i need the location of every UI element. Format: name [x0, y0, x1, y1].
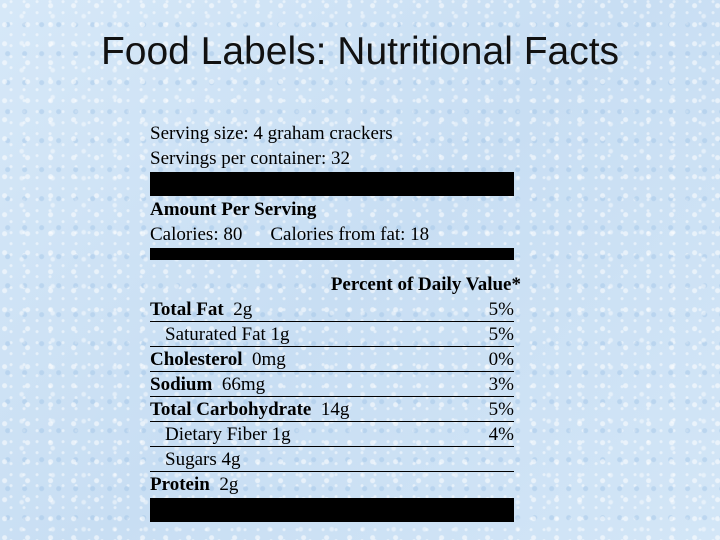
- nutrient-name: Cholesterol: [150, 349, 243, 370]
- nutrient-percent: 0%: [488, 349, 514, 370]
- nutrient-percent: 5%: [488, 399, 514, 420]
- calories: Calories: 80: [150, 224, 243, 245]
- nutrient-row-cholesterol: Cholesterol 0mg 0%: [150, 347, 514, 372]
- nutrient-row-dietary-fiber: Dietary Fiber 1g 4%: [150, 422, 514, 447]
- slide-title: Food Labels: Nutritional Facts: [100, 30, 620, 73]
- nutrient-amount: 14g: [320, 399, 350, 420]
- nutrient-amount: 0mg: [252, 349, 286, 370]
- nutrient-name: Total Carbohydrate: [150, 399, 312, 420]
- nutrient-name: Total Fat: [150, 299, 224, 320]
- nutrient-amount: Saturated Fat 1g: [165, 324, 290, 345]
- nutrient-name: Protein: [150, 474, 210, 495]
- nutrient-percent: 5%: [488, 299, 514, 320]
- nutrient-row-sodium: Sodium 66mg 3%: [150, 372, 514, 397]
- nutrient-amount: 2g: [219, 474, 239, 495]
- nutrient-amount: Dietary Fiber 1g: [165, 424, 291, 445]
- nutrient-row-protein: Protein 2g: [150, 472, 514, 497]
- nutrient-percent: 4%: [488, 424, 514, 445]
- nutrient-row-sugars: Sugars 4g: [150, 447, 514, 472]
- nutrient-amount: 66mg: [221, 374, 266, 395]
- thick-divider: [150, 248, 514, 260]
- thick-divider: [150, 172, 514, 196]
- nutrient-row-saturated-fat: Saturated Fat 1g 5%: [150, 322, 514, 347]
- bottom-thick-divider: [150, 498, 514, 522]
- nutrient-row-total-carbohydrate: Total Carbohydrate 14g 5%: [150, 397, 514, 422]
- serving-size: Serving size: 4 graham crackers: [150, 123, 393, 144]
- nutrient-amount: 2g: [233, 299, 253, 320]
- calories-from-fat: Calories from fat: 18: [270, 224, 430, 245]
- amount-per-serving: Amount Per Serving: [150, 199, 317, 220]
- nutrient-amount: Sugars 4g: [165, 449, 241, 470]
- nutrient-percent: 3%: [488, 374, 514, 395]
- servings-per-container: Servings per container: 32: [150, 148, 350, 169]
- nutrient-row-total-fat: Total Fat 2g 5%: [150, 297, 514, 322]
- nutrient-percent: 5%: [488, 324, 514, 345]
- percent-daily-value-header: Percent of Daily Value*: [330, 274, 521, 295]
- nutrient-name: Sodium: [150, 374, 213, 395]
- calories-line: Calories: 80 Calories from fat: 18: [150, 222, 514, 247]
- nutrition-label: Serving size: 4 graham crackers Servings…: [150, 121, 521, 523]
